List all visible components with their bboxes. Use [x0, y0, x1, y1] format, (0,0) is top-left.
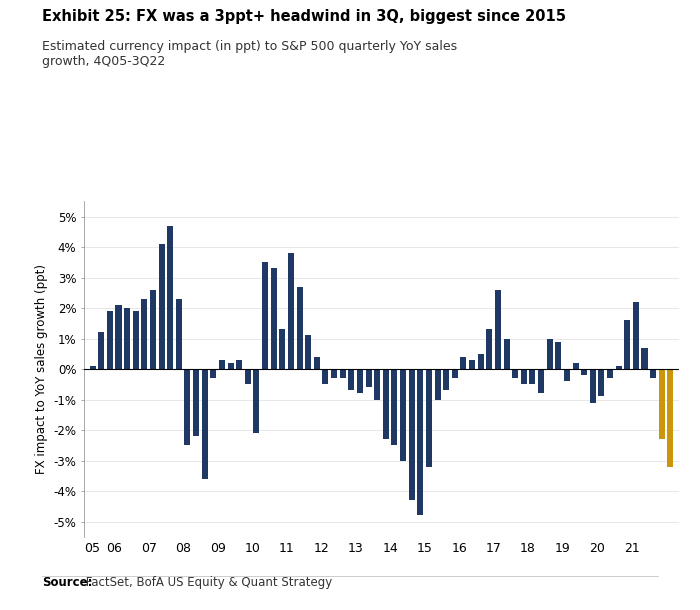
Text: Source:: Source:	[42, 576, 92, 589]
Bar	[503, 339, 510, 369]
Bar	[185, 369, 190, 445]
Bar	[210, 369, 216, 378]
Text: Exhibit 25: FX was a 3ppt+ headwind in 3Q, biggest since 2015: Exhibit 25: FX was a 3ppt+ headwind in 3…	[42, 9, 566, 24]
Bar	[633, 302, 639, 369]
Bar	[452, 369, 458, 378]
Bar	[486, 329, 492, 369]
Bar	[98, 332, 104, 369]
Bar	[495, 290, 501, 369]
Bar	[607, 369, 613, 378]
Bar	[193, 369, 199, 436]
Bar	[288, 253, 294, 369]
Bar	[564, 369, 570, 381]
Bar	[650, 369, 656, 378]
Bar	[598, 369, 604, 397]
Bar	[150, 290, 156, 369]
Bar	[426, 369, 432, 467]
Bar	[383, 369, 389, 439]
Text: Estimated currency impact (in ppt) to S&P 500 quarterly YoY sales
growth, 4Q05-3: Estimated currency impact (in ppt) to S&…	[42, 40, 457, 68]
Bar	[314, 357, 320, 369]
Bar	[331, 369, 337, 378]
Bar	[167, 226, 174, 369]
Bar	[323, 369, 328, 384]
Bar	[141, 299, 148, 369]
Bar	[253, 369, 260, 433]
Bar	[202, 369, 208, 479]
Bar	[435, 369, 440, 400]
Bar	[547, 339, 553, 369]
Bar	[667, 369, 673, 467]
Bar	[391, 369, 398, 445]
Bar	[615, 366, 622, 369]
Bar	[340, 369, 346, 378]
Bar	[589, 369, 596, 403]
Bar	[262, 262, 268, 369]
Bar	[116, 305, 122, 369]
Bar	[219, 360, 225, 369]
Bar	[124, 308, 130, 369]
Bar	[305, 336, 312, 369]
Bar	[538, 369, 544, 393]
Bar	[461, 357, 466, 369]
Bar	[133, 311, 139, 369]
Bar	[521, 369, 527, 384]
Bar	[469, 360, 475, 369]
Bar	[659, 369, 665, 439]
Bar	[228, 363, 234, 369]
Bar	[176, 299, 182, 369]
Bar	[581, 369, 587, 375]
Text: FactSet, BofA US Equity & Quant Strategy: FactSet, BofA US Equity & Quant Strategy	[82, 576, 332, 589]
Bar	[641, 348, 648, 369]
Bar	[159, 244, 164, 369]
Bar	[107, 311, 113, 369]
Bar	[624, 320, 630, 369]
Bar	[357, 369, 363, 393]
Bar	[443, 369, 449, 390]
Bar	[279, 329, 286, 369]
Bar	[477, 354, 484, 369]
Bar	[555, 342, 561, 369]
Bar	[245, 369, 251, 384]
Bar	[297, 287, 302, 369]
Bar	[417, 369, 424, 515]
Bar	[573, 363, 578, 369]
Bar	[374, 369, 380, 400]
Bar	[512, 369, 518, 378]
Bar	[349, 369, 354, 390]
Y-axis label: FX impact to YoY sales growth (ppt): FX impact to YoY sales growth (ppt)	[35, 264, 48, 474]
Bar	[409, 369, 414, 500]
Bar	[365, 369, 372, 387]
Bar	[271, 268, 277, 369]
Bar	[529, 369, 536, 384]
Bar	[90, 366, 96, 369]
Bar	[400, 369, 406, 461]
Bar	[236, 360, 242, 369]
